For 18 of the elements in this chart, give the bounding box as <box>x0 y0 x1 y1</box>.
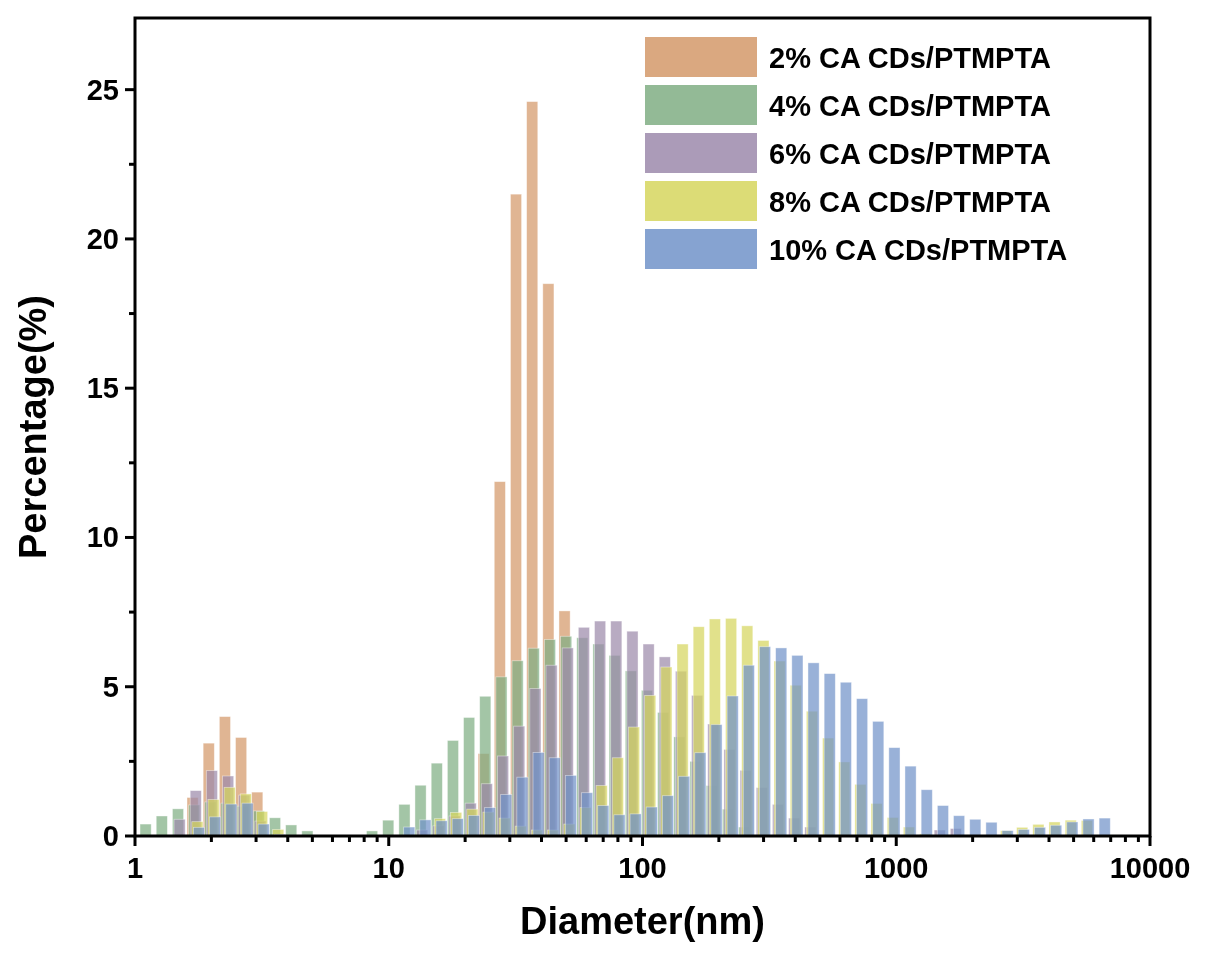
x-tick-label: 10000 <box>1109 852 1191 884</box>
legend-label: 10% CA CDs/PTMPTA <box>769 234 1068 266</box>
y-tick-label: 10 <box>86 521 119 554</box>
legend-label: 2% CA CDs/PTMPTA <box>769 42 1052 74</box>
y-tick-label: 25 <box>86 73 119 106</box>
x-tick-label: 1000 <box>863 852 929 884</box>
y-tick-label: 5 <box>102 670 119 703</box>
legend-label: 6% CA CDs/PTMPTA <box>769 138 1052 170</box>
y-tick-label: 0 <box>102 820 119 852</box>
x-tick-label: 1 <box>126 852 144 884</box>
legend-label: 4% CA CDs/PTMPTA <box>769 90 1052 122</box>
legend-label: 8% CA CDs/PTMPTA <box>769 186 1052 218</box>
x-tick-label: 100 <box>618 852 667 884</box>
x-tick-label: 10 <box>372 852 405 884</box>
y-tick-label: 15 <box>86 372 119 405</box>
y-tick-label: 20 <box>86 222 119 255</box>
y-axis-title: Percentage(%) <box>12 295 54 559</box>
x-axis-title: Diameter(nm) <box>520 900 765 942</box>
